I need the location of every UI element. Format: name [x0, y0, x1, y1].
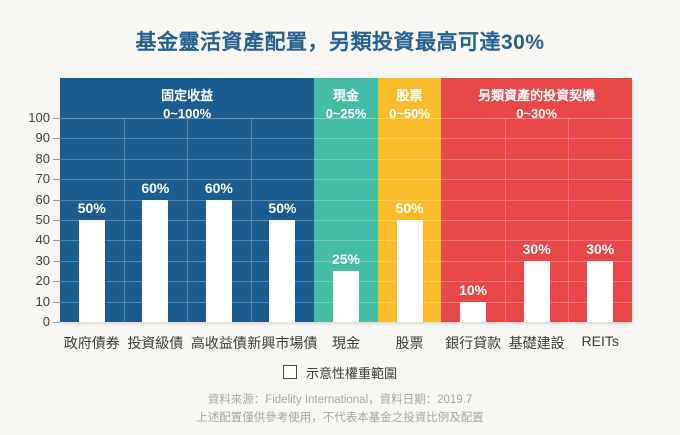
y-tick-label: 10	[35, 293, 50, 309]
section-range: 0~25%	[325, 105, 367, 121]
bar-基礎建設	[523, 260, 550, 322]
bar-value-label: 60%	[204, 179, 233, 196]
bar-政府債券	[78, 220, 105, 322]
h-gridline	[60, 118, 632, 119]
plot-area: 固定收益 0~100% 現金 0~25% 股票 0~50% 另類資產的投資契機 0~30% 50…	[60, 78, 632, 322]
section-range: 0~50%	[389, 105, 430, 121]
bar-銀行貸款	[460, 301, 487, 322]
x-axis-label: REITs	[581, 333, 619, 349]
section-label: 另類資產的投資契機 0~30%	[441, 87, 632, 122]
source-line: 資料來源：Fidelity International，資料日期：2019.7	[207, 394, 473, 406]
chart-title: 基金靈活資產配置，另類投資最高可達30%	[135, 31, 545, 54]
y-tick-mark	[53, 220, 60, 221]
h-gridline	[60, 179, 632, 181]
section-label: 現金 0~25%	[314, 87, 378, 122]
bar-新興市場債	[269, 220, 296, 322]
y-tick-label: 40	[35, 232, 50, 248]
section-label: 股票 0~50%	[378, 87, 442, 122]
h-gridline	[60, 158, 632, 160]
source-note: 資料來源：Fidelity International，資料日期：2019.7 …	[0, 392, 680, 428]
y-tick-label: 50	[35, 212, 50, 227]
legend-swatch-icon	[282, 365, 297, 379]
section-range: 0~30%	[516, 105, 558, 121]
section-range: 0~100%	[163, 105, 212, 121]
y-tick-mark	[53, 240, 60, 242]
x-axis-label: 高收益債	[190, 335, 247, 351]
y-tick-label: 60	[35, 191, 50, 207]
bar-高收益債	[205, 199, 232, 322]
y-tick-label: 100	[28, 110, 50, 125]
y-tick-mark	[53, 199, 60, 201]
section-title: 另類資產的投資契機	[478, 88, 596, 103]
y-tick-label: 20	[35, 273, 50, 289]
x-axis-label: 銀行貸款	[445, 335, 502, 351]
y-tick-label: 0	[42, 314, 50, 329]
bar-股票	[396, 220, 423, 322]
y-tick-mark	[53, 301, 60, 303]
v-gridline	[123, 118, 125, 322]
x-axis-label: 政府債券	[63, 335, 120, 351]
x-axis-label: 現金	[331, 335, 360, 351]
bar-REITs	[587, 260, 614, 322]
bar-value-label: 50%	[395, 200, 424, 216]
disclaimer-line: 上述配置僅供參考使用，不代表本基金之投資比例及配置	[196, 411, 484, 424]
x-axis-label: 投資級債	[127, 335, 184, 351]
legend: 示意性權重範圍	[0, 363, 680, 381]
h-gridline	[60, 260, 632, 262]
bar-value-label: 50%	[77, 200, 106, 216]
section-title: 固定收益	[161, 88, 214, 103]
h-gridline	[60, 138, 632, 140]
legend-label: 示意性權重範圍	[305, 365, 397, 381]
bar-value-label: 60%	[141, 179, 170, 196]
bar-value-label: 30%	[522, 240, 551, 257]
bar-value-label: 50%	[268, 200, 297, 216]
y-tick-mark	[53, 260, 60, 262]
y-tick-label: 90	[35, 130, 50, 146]
v-gridline	[250, 118, 252, 322]
y-tick-mark	[53, 281, 60, 283]
v-gridline	[504, 118, 506, 322]
bar-現金	[333, 271, 359, 322]
y-tick-label: 30	[35, 252, 50, 268]
h-gridline	[60, 199, 632, 201]
y-tick-label: 70	[35, 171, 50, 187]
section-title: 股票	[396, 88, 423, 103]
y-tick-mark	[53, 138, 60, 140]
section-title: 現金	[332, 88, 359, 103]
bar-value-label: 10%	[459, 281, 488, 298]
bar-value-label: 25%	[331, 251, 361, 267]
bar-投資級債	[142, 199, 169, 322]
x-axis-label: 股票	[395, 335, 424, 351]
v-gridline	[187, 118, 189, 322]
y-tick-mark	[53, 179, 60, 181]
section-label: 固定收益 0~100%	[60, 87, 314, 122]
y-tick-label: 80	[35, 150, 50, 166]
y-tick-mark	[53, 118, 60, 119]
h-gridline	[60, 240, 632, 242]
x-axis-label: 新興市場債	[247, 335, 318, 351]
y-tick-mark	[53, 158, 60, 160]
x-axis-label: 基礎建設	[508, 335, 565, 351]
v-gridline	[568, 118, 570, 322]
h-gridline	[60, 220, 632, 221]
y-tick-mark	[53, 322, 60, 323]
bar-value-label: 30%	[586, 240, 615, 257]
